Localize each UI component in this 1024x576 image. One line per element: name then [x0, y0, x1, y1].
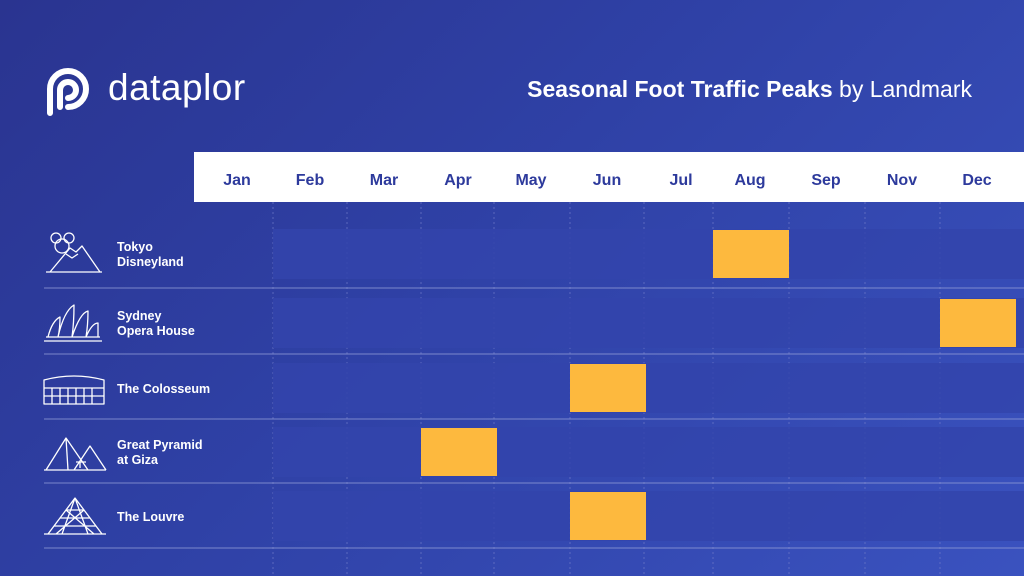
- month-label-dec: Dec: [962, 172, 991, 189]
- month-label-jul: Jul: [669, 172, 692, 189]
- peak-cell: [421, 428, 497, 476]
- row-band: [273, 363, 1024, 413]
- row-label: Great Pyramid: [117, 438, 202, 452]
- month-label-aug: Aug: [734, 172, 765, 189]
- peak-cell: [713, 230, 789, 278]
- row-label: Sydney: [117, 309, 162, 323]
- chart-title: Seasonal Foot Traffic Peaks by Landmark: [527, 76, 972, 103]
- row-label: Opera House: [117, 324, 195, 338]
- logo: dataplor: [42, 62, 262, 120]
- louvre-pyramid-icon: [44, 497, 106, 535]
- month-label-feb: Feb: [296, 172, 325, 189]
- month-header: [194, 152, 1024, 202]
- row-label: at Giza: [117, 453, 159, 467]
- row-band: [273, 491, 1024, 541]
- row-band: [273, 298, 1024, 348]
- row-band: [273, 427, 1024, 477]
- month-label-mar: Mar: [370, 172, 398, 189]
- month-label-jun: Jun: [593, 172, 621, 189]
- month-label-jan: Jan: [223, 172, 251, 189]
- month-label-sep: Sep: [811, 172, 841, 189]
- colosseum-icon: [43, 375, 105, 405]
- month-label-may: May: [515, 172, 546, 189]
- opera-house-icon: [44, 304, 102, 342]
- castle-mountain-icon: [46, 232, 102, 273]
- row-label: The Louvre: [117, 510, 184, 524]
- pyramid-icon: [44, 437, 107, 471]
- peak-cell: [570, 364, 646, 412]
- dataplor-logo-icon: [47, 68, 90, 116]
- peak-cell: [570, 492, 646, 540]
- row-label: Disneyland: [117, 255, 184, 269]
- row-band: [273, 229, 1024, 279]
- chart-title-rest: by Landmark: [839, 76, 972, 102]
- peak-cell: [940, 299, 1016, 347]
- row-label: The Colosseum: [117, 382, 210, 396]
- logo-text: dataplor: [108, 67, 246, 108]
- row-label: Tokyo: [117, 240, 153, 254]
- month-label-apr: Apr: [444, 172, 472, 189]
- month-label-nov: Nov: [887, 172, 917, 189]
- chart-title-bold: Seasonal Foot Traffic Peaks: [527, 76, 833, 102]
